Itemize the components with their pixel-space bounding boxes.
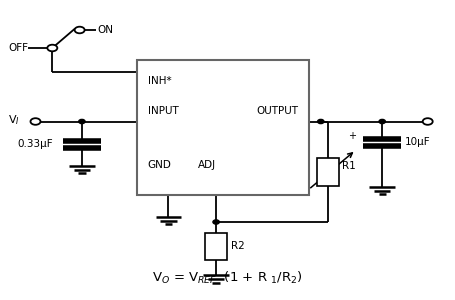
Circle shape	[79, 119, 85, 124]
Circle shape	[379, 119, 385, 124]
Text: R2: R2	[231, 241, 244, 251]
Text: ON: ON	[98, 25, 114, 35]
Text: OFF: OFF	[8, 43, 28, 53]
Text: ADJ: ADJ	[198, 160, 216, 170]
Text: INPUT: INPUT	[148, 106, 179, 116]
Text: GND: GND	[148, 160, 172, 170]
Text: OUTPUT: OUTPUT	[256, 106, 298, 116]
Circle shape	[30, 118, 40, 125]
Text: 10μF: 10μF	[405, 137, 430, 147]
Text: 0.33μF: 0.33μF	[17, 139, 53, 149]
Text: V$_I$: V$_I$	[8, 113, 20, 127]
Circle shape	[213, 220, 219, 224]
Text: +: +	[348, 131, 356, 141]
Circle shape	[423, 118, 433, 125]
Circle shape	[47, 45, 57, 51]
Text: V$_O$ = V$_{REF}$  (1 + R $_{1}$/R$_2$): V$_O$ = V$_{REF}$ (1 + R $_{1}$/R$_2$)	[152, 269, 303, 286]
Bar	[205, 232, 227, 260]
Circle shape	[318, 119, 324, 124]
Text: R1: R1	[342, 161, 356, 171]
Bar	[317, 158, 339, 186]
Bar	[136, 60, 309, 195]
Circle shape	[75, 27, 85, 33]
Text: INH*: INH*	[148, 76, 172, 86]
